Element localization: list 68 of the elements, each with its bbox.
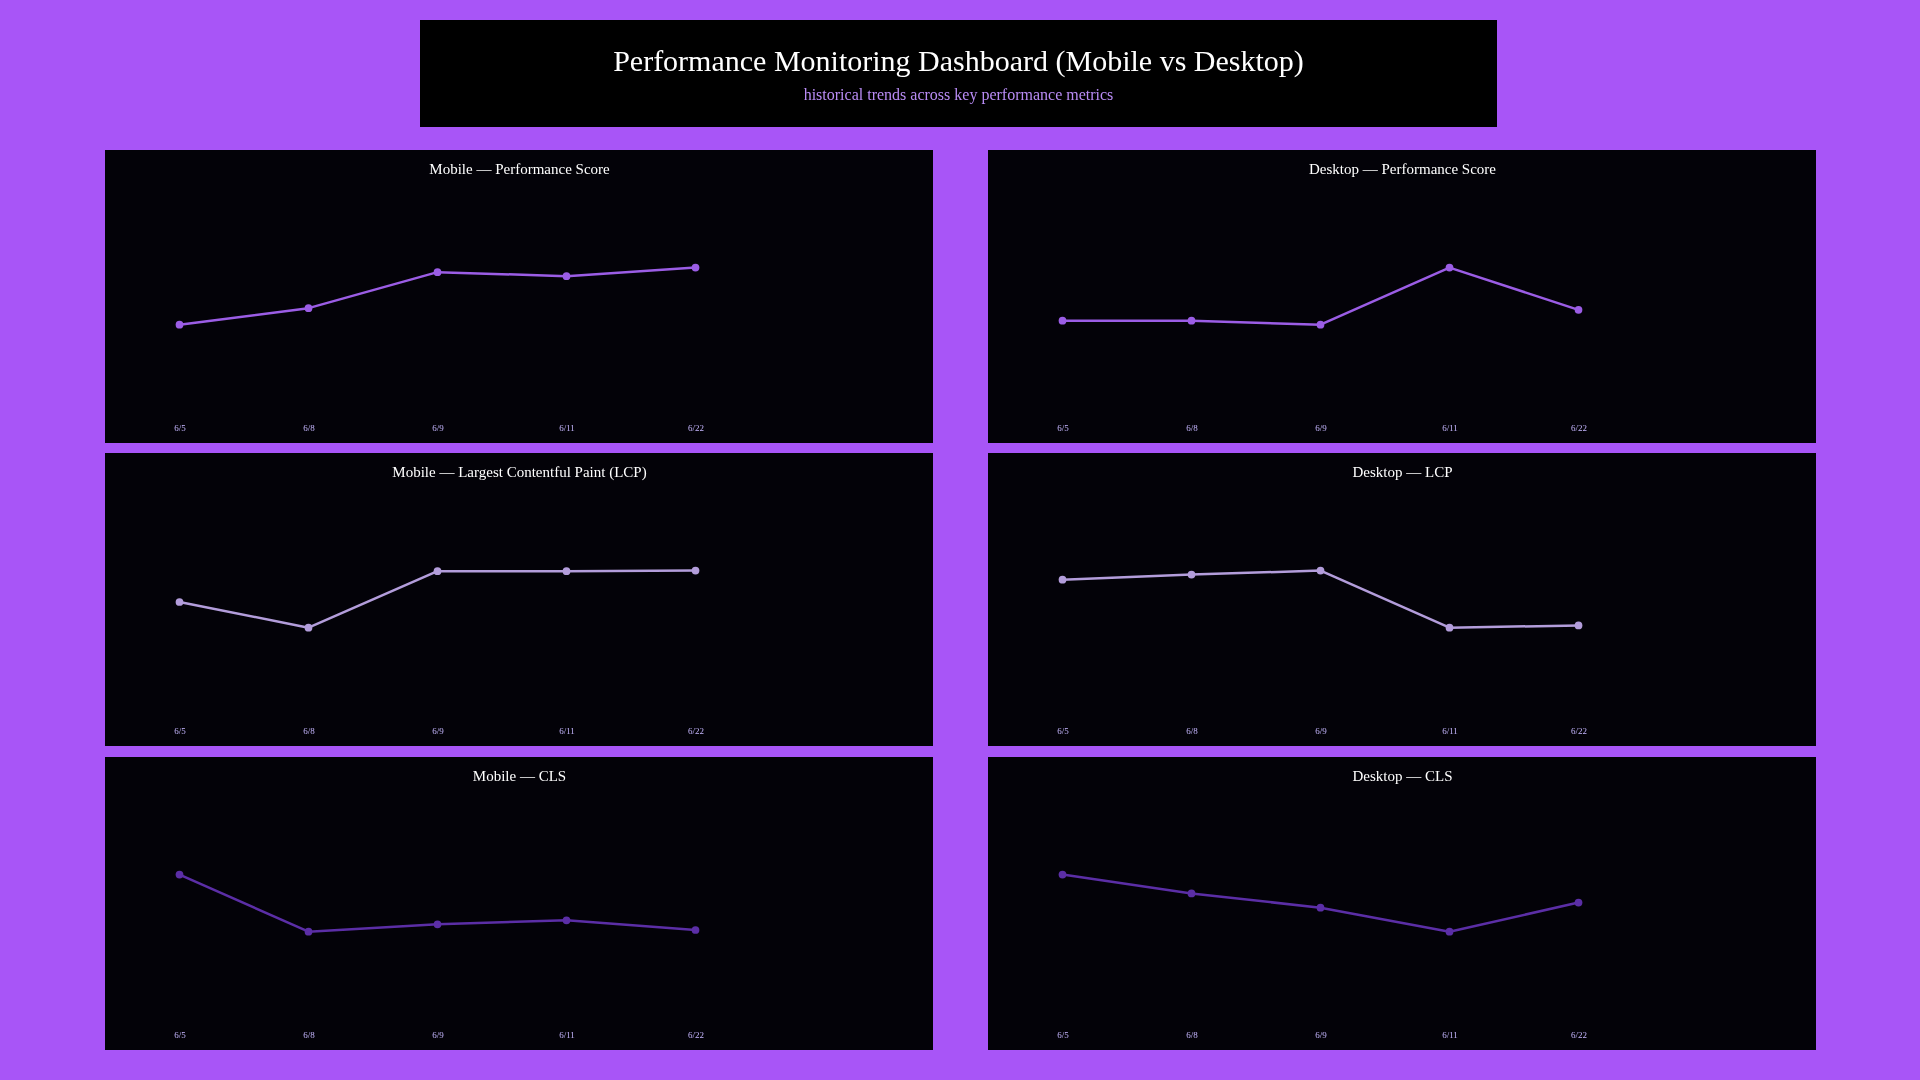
point (1187, 889, 1196, 898)
point (1574, 305, 1583, 314)
point (304, 927, 313, 936)
x-tick-label: 6/9 (1315, 422, 1328, 433)
point (1574, 621, 1583, 630)
x-tick-label: 6/8 (303, 422, 316, 433)
point (691, 263, 700, 272)
x-tick-label: 6/22 (1570, 725, 1588, 736)
x-tick-label: 6/5 (1057, 725, 1070, 736)
x-tick-label: 6/22 (1570, 1029, 1588, 1040)
point (1058, 316, 1067, 325)
chart-title: Desktop — LCP (1352, 464, 1453, 480)
x-tick-label: 6/11 (559, 422, 575, 433)
x-tick-label: 6/5 (174, 1029, 187, 1040)
x-tick-label: 6/8 (1186, 725, 1199, 736)
x-tick-label: 6/9 (432, 422, 445, 433)
point (1187, 316, 1196, 325)
x-tick-label: 6/8 (1186, 1029, 1199, 1040)
point (433, 567, 442, 576)
x-tick-label: 6/5 (174, 725, 187, 736)
x-tick-label: 6/22 (687, 422, 705, 433)
point (562, 567, 571, 576)
x-tick-label: 6/8 (1186, 422, 1199, 433)
point (562, 272, 571, 281)
x-tick-label: 6/8 (303, 1029, 316, 1040)
point (1316, 566, 1325, 575)
point (1058, 870, 1067, 879)
point (1058, 575, 1067, 584)
x-tick-label: 6/11 (559, 1029, 575, 1040)
x-tick-label: 6/11 (1442, 422, 1458, 433)
point (433, 268, 442, 277)
point (1574, 898, 1583, 907)
text: Performance Monitoring Dashboard (Mobile vs Desktop) (612, 44, 1305, 78)
point (304, 623, 313, 632)
text: historical trends across key performance metrics (802, 86, 1115, 104)
x-tick-label: 6/9 (432, 1029, 445, 1040)
x-tick-label: 6/11 (1442, 1029, 1458, 1040)
point (1445, 623, 1454, 632)
point (175, 870, 184, 879)
x-tick-label: 6/9 (1315, 725, 1328, 736)
point (1445, 927, 1454, 936)
x-tick-label: 6/9 (432, 725, 445, 736)
chart-title: Desktop — CLS (1352, 768, 1453, 784)
x-tick-label: 6/8 (303, 725, 316, 736)
point (1316, 320, 1325, 329)
x-tick-label: 6/9 (1315, 1029, 1328, 1040)
chart-title: Desktop — Performance Score (1308, 161, 1497, 177)
point (175, 598, 184, 606)
x-tick-label: 6/22 (687, 1029, 705, 1040)
point (691, 566, 700, 575)
x-tick-label: 6/5 (174, 422, 187, 433)
x-tick-label: 6/22 (1570, 422, 1588, 433)
chart-title: Mobile — Performance Score (429, 161, 611, 177)
x-tick-label: 6/5 (1057, 422, 1070, 433)
x-tick-label: 6/11 (559, 725, 575, 736)
point (304, 304, 313, 313)
point (691, 926, 700, 934)
point (562, 916, 571, 925)
point (1316, 903, 1325, 912)
point (175, 320, 184, 329)
x-tick-label: 6/11 (1442, 725, 1458, 736)
point (433, 920, 442, 929)
x-tick-label: 6/5 (1057, 1029, 1070, 1040)
chart-title: Mobile — Largest Contentful Paint (LCP) (392, 464, 647, 481)
chart-title: Mobile — CLS (472, 768, 567, 784)
point (1187, 570, 1196, 579)
x-tick-label: 6/22 (687, 725, 705, 736)
point (1445, 263, 1454, 272)
